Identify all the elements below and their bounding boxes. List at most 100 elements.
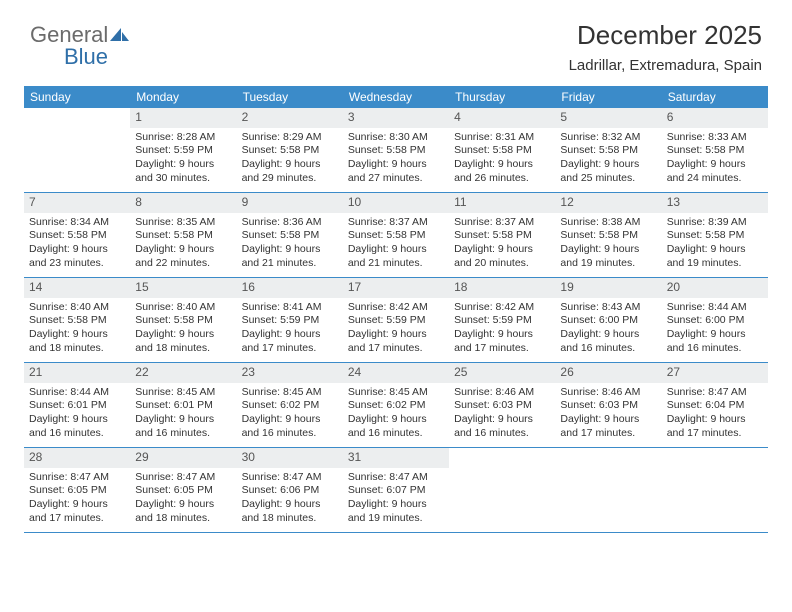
- daylight-text: Daylight: 9 hours and 16 minutes.: [242, 413, 338, 440]
- day-cell: [662, 448, 768, 532]
- daylight-text: Daylight: 9 hours and 16 minutes.: [348, 413, 444, 440]
- sunset-text: Sunset: 6:02 PM: [242, 399, 338, 413]
- sunrise-text: Sunrise: 8:29 AM: [242, 131, 338, 145]
- day-number: [449, 448, 555, 468]
- sunrise-text: Sunrise: 8:34 AM: [29, 216, 125, 230]
- month-title: December 2025: [569, 20, 762, 51]
- day-number: 27: [662, 363, 768, 383]
- sunrise-text: Sunrise: 8:47 AM: [242, 471, 338, 485]
- sunset-text: Sunset: 6:01 PM: [29, 399, 125, 413]
- week-row: 7Sunrise: 8:34 AMSunset: 5:58 PMDaylight…: [24, 193, 768, 278]
- sunrise-text: Sunrise: 8:47 AM: [135, 471, 231, 485]
- sunrise-text: Sunrise: 8:42 AM: [348, 301, 444, 315]
- daylight-text: Daylight: 9 hours and 17 minutes.: [667, 413, 763, 440]
- sunset-text: Sunset: 5:59 PM: [135, 144, 231, 158]
- daylight-text: Daylight: 9 hours and 23 minutes.: [29, 243, 125, 270]
- sunset-text: Sunset: 5:58 PM: [242, 144, 338, 158]
- day-cell: 17Sunrise: 8:42 AMSunset: 5:59 PMDayligh…: [343, 278, 449, 362]
- day-cell: 10Sunrise: 8:37 AMSunset: 5:58 PMDayligh…: [343, 193, 449, 277]
- sunrise-text: Sunrise: 8:45 AM: [348, 386, 444, 400]
- sunset-text: Sunset: 6:00 PM: [560, 314, 656, 328]
- day-number: 1: [130, 108, 236, 128]
- day-number: 21: [24, 363, 130, 383]
- day-cell: 25 Sunrise: 8:46 AMSunset: 6:03 PMDayligh…: [449, 363, 555, 447]
- sunrise-text: Sunrise: 8:35 AM: [135, 216, 231, 230]
- day-number: 23: [237, 363, 343, 383]
- day-cell: 21Sunrise: 8:44 AMSunset: 6:01 PMDayligh…: [24, 363, 130, 447]
- day-cell: 7Sunrise: 8:34 AMSunset: 5:58 PMDaylight…: [24, 193, 130, 277]
- daylight-text: Daylight: 9 hours and 19 minutes.: [560, 243, 656, 270]
- day-number: 11: [449, 193, 555, 213]
- day-number: 7: [24, 193, 130, 213]
- day-number: 18: [449, 278, 555, 298]
- sunset-text: Sunset: 5:59 PM: [454, 314, 550, 328]
- sunset-text: Sunset: 6:05 PM: [135, 484, 231, 498]
- day-number: 13: [662, 193, 768, 213]
- day-number: 28: [24, 448, 130, 468]
- sunset-text: Sunset: 6:07 PM: [348, 484, 444, 498]
- day-number: 2: [237, 108, 343, 128]
- sunrise-text: Sunrise: 8:47 AM: [667, 386, 763, 400]
- sunrise-text: Sunrise: 8:45 AM: [135, 386, 231, 400]
- day-cell: 24Sunrise: 8:45 AMSunset: 6:02 PMDayligh…: [343, 363, 449, 447]
- day-number: [555, 448, 661, 468]
- day-cell: [449, 448, 555, 532]
- dow-cell: Thursday: [449, 86, 555, 108]
- sunrise-text: Sunrise: 8:39 AM: [667, 216, 763, 230]
- sunset-text: Sunset: 5:58 PM: [560, 144, 656, 158]
- day-number: 30: [237, 448, 343, 468]
- sunset-text: Sunset: 5:58 PM: [454, 144, 550, 158]
- day-number: 16: [237, 278, 343, 298]
- day-cell: 16Sunrise: 8:41 AMSunset: 5:59 PMDayligh…: [237, 278, 343, 362]
- day-cell: 20Sunrise: 8:44 AMSunset: 6:00 PMDayligh…: [662, 278, 768, 362]
- sunset-text: Sunset: 6:00 PM: [667, 314, 763, 328]
- sunrise-text: Sunrise: 8:47 AM: [348, 471, 444, 485]
- logo-sail-icon: [110, 26, 130, 42]
- dow-cell: Friday: [555, 86, 661, 108]
- sunset-text: Sunset: 5:59 PM: [242, 314, 338, 328]
- day-number: 22: [130, 363, 236, 383]
- daylight-text: Daylight: 9 hours and 16 minutes.: [454, 413, 550, 440]
- sunset-text: Sunset: 6:01 PM: [135, 399, 231, 413]
- sunset-text: Sunset: 6:03 PM: [454, 399, 550, 413]
- daylight-text: Daylight: 9 hours and 20 minutes.: [454, 243, 550, 270]
- sunrise-text: Sunrise: 8:45 AM: [242, 386, 338, 400]
- day-cell: 30Sunrise: 8:47 AMSunset: 6:06 PMDayligh…: [237, 448, 343, 532]
- day-number: 25: [449, 363, 555, 383]
- day-cell: 29Sunrise: 8:47 AMSunset: 6:05 PMDayligh…: [130, 448, 236, 532]
- dow-cell: Wednesday: [343, 86, 449, 108]
- sunrise-text: Sunrise: 8:40 AM: [135, 301, 231, 315]
- daylight-text: Daylight: 9 hours and 16 minutes.: [667, 328, 763, 355]
- daylight-text: Daylight: 9 hours and 18 minutes.: [135, 328, 231, 355]
- sunset-text: Sunset: 5:58 PM: [135, 314, 231, 328]
- location: Ladrillar, Extremadura, Spain: [569, 57, 762, 74]
- day-cell: 28Sunrise: 8:47 AMSunset: 6:05 PMDayligh…: [24, 448, 130, 532]
- day-cell: 3Sunrise: 8:30 AMSunset: 5:58 PMDaylight…: [343, 108, 449, 192]
- day-number: 19: [555, 278, 661, 298]
- day-cell: 26Sunrise: 8:46 AMSunset: 6:03 PMDayligh…: [555, 363, 661, 447]
- daylight-text: Daylight: 9 hours and 17 minutes.: [560, 413, 656, 440]
- daylight-text: Daylight: 9 hours and 27 minutes.: [348, 158, 444, 185]
- header-right: December 2025 Ladrillar, Extremadura, Sp…: [569, 20, 762, 74]
- sunrise-text: Sunrise: 8:37 AM: [454, 216, 550, 230]
- day-cell: [24, 108, 130, 192]
- day-cell: 12Sunrise: 8:38 AMSunset: 5:58 PMDayligh…: [555, 193, 661, 277]
- day-number: 26: [555, 363, 661, 383]
- sunset-text: Sunset: 5:58 PM: [667, 144, 763, 158]
- sunrise-text: Sunrise: 8:36 AM: [242, 216, 338, 230]
- sunrise-text: Sunrise: 8:46 AM: [560, 386, 656, 400]
- logo: General Blue: [30, 22, 130, 48]
- daylight-text: Daylight: 9 hours and 18 minutes.: [242, 498, 338, 525]
- day-number: 24: [343, 363, 449, 383]
- sunrise-text: Sunrise: 8:30 AM: [348, 131, 444, 145]
- sunset-text: Sunset: 5:58 PM: [454, 229, 550, 243]
- day-number: 6: [662, 108, 768, 128]
- day-number: [24, 108, 130, 128]
- daylight-text: Daylight: 9 hours and 16 minutes.: [560, 328, 656, 355]
- sunrise-text: Sunrise: 8:46 AM: [454, 386, 550, 400]
- daylight-text: Daylight: 9 hours and 16 minutes.: [135, 413, 231, 440]
- day-number: 20: [662, 278, 768, 298]
- day-cell: [555, 448, 661, 532]
- sunrise-text: Sunrise: 8:47 AM: [29, 471, 125, 485]
- day-number: 14: [24, 278, 130, 298]
